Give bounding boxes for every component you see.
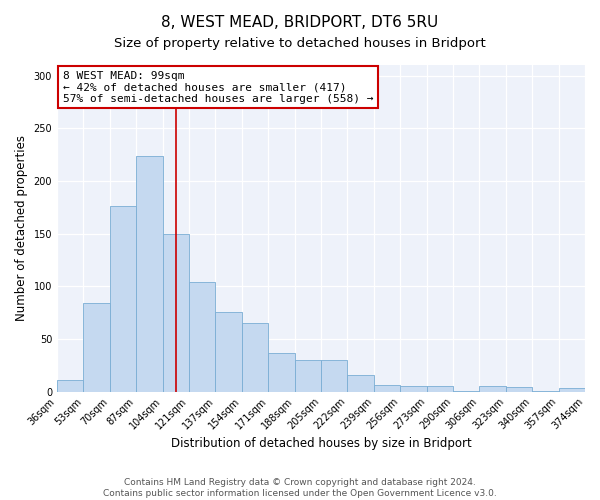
Bar [295, 360, 321, 392]
Bar [347, 374, 374, 392]
X-axis label: Distribution of detached houses by size in Bridport: Distribution of detached houses by size … [170, 437, 472, 450]
Bar [215, 312, 242, 392]
Text: Contains HM Land Registry data © Crown copyright and database right 2024.
Contai: Contains HM Land Registry data © Crown c… [103, 478, 497, 498]
Bar [136, 156, 163, 392]
Bar [189, 282, 215, 392]
Bar [532, 390, 559, 392]
Text: 8, WEST MEAD, BRIDPORT, DT6 5RU: 8, WEST MEAD, BRIDPORT, DT6 5RU [161, 15, 439, 30]
Bar [559, 388, 585, 392]
Bar [453, 390, 479, 392]
Bar [321, 360, 347, 392]
Bar [427, 386, 453, 392]
Bar [57, 380, 83, 392]
Bar [400, 386, 427, 392]
Text: 8 WEST MEAD: 99sqm
← 42% of detached houses are smaller (417)
57% of semi-detach: 8 WEST MEAD: 99sqm ← 42% of detached hou… [62, 70, 373, 104]
Bar [110, 206, 136, 392]
Text: Size of property relative to detached houses in Bridport: Size of property relative to detached ho… [114, 38, 486, 51]
Bar [163, 234, 189, 392]
Bar [242, 323, 268, 392]
Bar [268, 352, 295, 392]
Bar [479, 386, 506, 392]
Y-axis label: Number of detached properties: Number of detached properties [15, 136, 28, 322]
Bar [374, 386, 400, 392]
Bar [506, 388, 532, 392]
Bar [83, 303, 110, 392]
